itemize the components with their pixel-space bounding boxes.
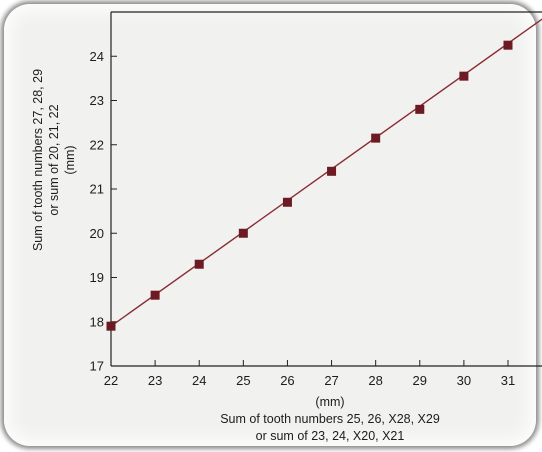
y-tick-label: 24	[90, 49, 104, 64]
y-axis-label: Sum of tooth numbers 27, 28, 29 or sum o…	[31, 69, 77, 251]
y-tick-label: 21	[90, 182, 104, 197]
x-tick-label: 30	[457, 373, 471, 388]
data-point	[238, 228, 248, 238]
data-point	[150, 290, 160, 300]
x-tick-label: 25	[236, 373, 250, 388]
y-axis-label-line1: Sum of tooth numbers 27, 28, 29	[31, 69, 45, 251]
x-tick-label: 26	[280, 373, 294, 388]
data-point	[415, 104, 425, 114]
x-axis-label-unit: (mm)	[315, 395, 344, 409]
chart-card	[4, 4, 536, 446]
y-tick-label: 19	[90, 270, 104, 285]
data-point	[194, 259, 204, 269]
data-point	[459, 71, 469, 81]
x-tick-label: 22	[104, 373, 118, 388]
x-tick-label: 23	[148, 373, 162, 388]
y-tick-label: 23	[90, 93, 104, 108]
x-axis-ticks: 22 23 24 25 26 27 28 29 30 31	[104, 360, 515, 388]
x-tick-label: 27	[324, 373, 338, 388]
x-tick-label: 29	[413, 373, 427, 388]
y-tick-label: 20	[90, 226, 104, 241]
data-point	[327, 166, 337, 176]
fit-line-layer	[110, 18, 542, 327]
x-tick-label: 24	[192, 373, 206, 388]
data-point	[282, 197, 292, 207]
y-tick-label: 18	[90, 314, 104, 329]
data-points	[106, 40, 513, 331]
data-point	[106, 321, 116, 331]
y-tick-label: 17	[90, 359, 104, 374]
x-axis-label-line2: or sum of 23, 24, X20, X21	[256, 429, 405, 443]
fit-line	[110, 18, 542, 327]
y-axis-label-line2: or sum of 20, 21, 22	[47, 104, 61, 215]
x-axis-label-line1: Sum of tooth numbers 25, 26, X28, X29	[220, 412, 440, 426]
x-tick-label: 31	[501, 373, 515, 388]
y-tick-label: 22	[90, 137, 104, 152]
y-axis-label-unit: (mm)	[63, 145, 77, 174]
y-axis-ticks: 17 18 19 20 21 22 23 24	[90, 49, 117, 374]
data-point	[503, 40, 513, 50]
x-tick-label: 28	[368, 373, 382, 388]
data-point	[371, 133, 381, 143]
